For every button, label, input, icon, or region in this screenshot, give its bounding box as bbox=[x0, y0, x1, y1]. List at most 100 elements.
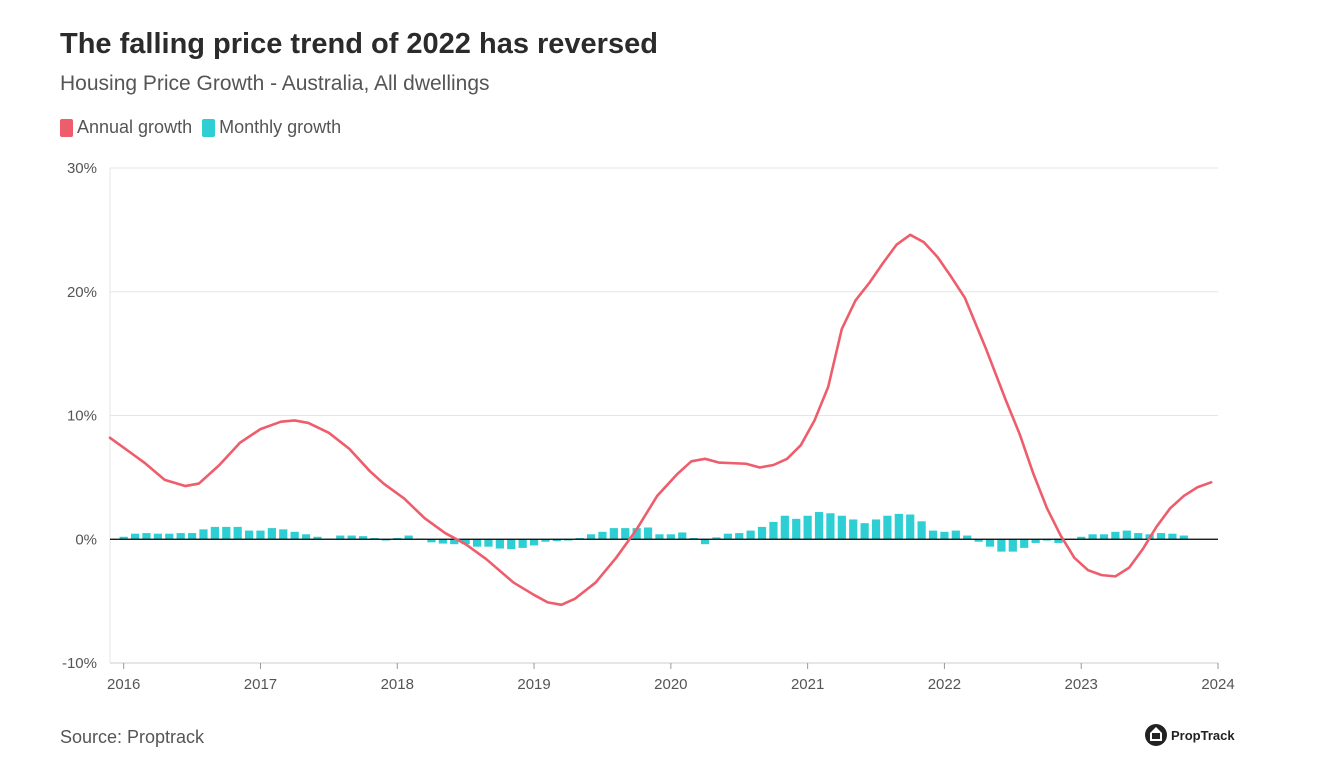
brand-logo[interactable]: PropTrack bbox=[1145, 724, 1235, 746]
monthly-growth-bar bbox=[1031, 539, 1040, 543]
monthly-growth-bar bbox=[176, 533, 185, 540]
monthly-growth-bar bbox=[780, 515, 789, 540]
monthly-growth-bar bbox=[735, 533, 744, 540]
monthly-growth-bar bbox=[792, 518, 801, 540]
monthly-growth-bar bbox=[427, 539, 436, 543]
monthly-growth-bar bbox=[883, 515, 892, 540]
monthly-growth-bar bbox=[210, 526, 219, 540]
monthly-growth-bar bbox=[928, 530, 938, 540]
house-icon bbox=[1145, 724, 1167, 746]
monthly-growth-bar bbox=[142, 533, 151, 540]
monthly-growth-bar bbox=[1111, 531, 1120, 540]
monthly-growth-bar bbox=[1020, 539, 1029, 548]
legend-item-annual[interactable]: Annual growth bbox=[60, 117, 192, 138]
monthly-growth-bar bbox=[1156, 533, 1166, 540]
monthly-growth-bar bbox=[472, 539, 482, 547]
source-note: Source: Proptrack bbox=[60, 727, 205, 747]
monthly-growth-bar bbox=[757, 526, 767, 540]
monthly-growth-bar bbox=[974, 539, 983, 542]
x-tick-label: 2021 bbox=[791, 676, 824, 693]
brand-name: PropTrack bbox=[1171, 727, 1235, 743]
monthly-growth-bar bbox=[940, 531, 949, 540]
x-tick-label: 2020 bbox=[654, 676, 687, 693]
legend-item-monthly[interactable]: Monthly growth bbox=[202, 117, 341, 138]
monthly-growth-bar bbox=[119, 536, 128, 540]
y-tick-label: 10% bbox=[67, 408, 97, 425]
monthly-growth-bar bbox=[393, 538, 402, 540]
monthly-growth-bar bbox=[621, 528, 630, 540]
monthly-growth-bar bbox=[484, 539, 493, 547]
monthly-growth-bar bbox=[723, 533, 732, 540]
monthly-growth-bar bbox=[222, 526, 231, 540]
legend-label-annual: Annual growth bbox=[77, 117, 193, 137]
monthly-growth-bar bbox=[358, 536, 368, 540]
monthly-growth-bar bbox=[894, 513, 903, 540]
y-tick-label: 20% bbox=[67, 284, 97, 301]
monthly-growth-bar bbox=[564, 539, 573, 541]
monthly-growth-bar bbox=[575, 538, 584, 540]
legend-label-monthly: Monthly growth bbox=[219, 117, 342, 137]
monthly-growth-bar bbox=[871, 519, 881, 540]
monthly-growth-bar bbox=[643, 527, 653, 540]
x-tick-label: 2018 bbox=[381, 676, 414, 693]
monthly-growth-bar bbox=[860, 523, 869, 540]
monthly-growth-bar bbox=[803, 515, 812, 540]
monthly-growth-bar bbox=[997, 539, 1006, 552]
monthly-growth-bar bbox=[233, 526, 242, 540]
monthly-growth-bar bbox=[518, 539, 527, 548]
monthly-growth-bar bbox=[678, 532, 687, 540]
chart-subtitle: Housing Price Growth - Australia, All dw… bbox=[60, 72, 490, 95]
monthly-growth-bar bbox=[552, 539, 561, 542]
monthly-growth-bar bbox=[347, 535, 356, 540]
monthly-growth-bar bbox=[598, 531, 607, 540]
monthly-growth-bar bbox=[906, 514, 915, 540]
x-tick-label: 2022 bbox=[928, 676, 961, 693]
x-tick-label: 2019 bbox=[517, 676, 550, 693]
y-tick-label: 0% bbox=[75, 531, 97, 548]
monthly-growth-bar bbox=[985, 539, 995, 547]
x-tick-label: 2016 bbox=[107, 676, 140, 693]
legend-swatch-annual bbox=[60, 118, 73, 137]
monthly-growth-bar bbox=[689, 538, 698, 540]
monthly-growth-bar bbox=[746, 530, 755, 540]
annual-growth-line bbox=[108, 233, 1213, 607]
monthly-growth-bar bbox=[849, 519, 858, 540]
monthly-growth-bar bbox=[541, 539, 550, 542]
monthly-growth-bar bbox=[279, 529, 288, 540]
monthly-growth-bar bbox=[256, 530, 265, 540]
monthly-growth-bar bbox=[529, 539, 539, 546]
monthly-growth-bar bbox=[917, 521, 926, 540]
chart-title: The falling price trend of 2022 has reve… bbox=[60, 28, 658, 60]
monthly-growth-bar bbox=[1042, 539, 1052, 541]
y-tick-label: -10% bbox=[62, 655, 97, 672]
monthly-growth-bar bbox=[837, 515, 846, 540]
monthly-growth-bar bbox=[404, 535, 413, 540]
monthly-growth-bar bbox=[267, 528, 276, 540]
monthly-growth-bar bbox=[769, 521, 778, 540]
monthly-growth-bar bbox=[1099, 534, 1109, 540]
x-tick-label: 2023 bbox=[1065, 676, 1098, 693]
chart-legend: Annual growth Monthly growth bbox=[60, 117, 341, 138]
monthly-growth-bar bbox=[1008, 539, 1017, 552]
monthly-growth-bar bbox=[313, 536, 322, 540]
monthly-growth-bar bbox=[438, 539, 447, 544]
monthly-growth-bar bbox=[609, 528, 618, 540]
monthly-growth-bar bbox=[951, 530, 960, 540]
monthly-growth-bar bbox=[199, 529, 208, 540]
monthly-growth-bar bbox=[1134, 533, 1143, 540]
monthly-growth-bar bbox=[507, 539, 516, 550]
monthly-growth-bar bbox=[712, 537, 721, 540]
monthly-growth-bar bbox=[1179, 535, 1188, 540]
monthly-growth-bar bbox=[165, 533, 174, 540]
monthly-growth-bar bbox=[655, 534, 664, 540]
monthly-growth-bar bbox=[632, 528, 641, 540]
monthly-growth-bar bbox=[130, 533, 140, 540]
monthly-growth-bar bbox=[381, 539, 390, 541]
monthly-growth-bar bbox=[153, 533, 162, 540]
monthly-growth-bar bbox=[1088, 534, 1097, 540]
monthly-growth-bar bbox=[826, 513, 835, 540]
monthly-growth-bar bbox=[495, 539, 504, 549]
monthly-growth-bar bbox=[700, 539, 710, 545]
legend-swatch-monthly bbox=[202, 118, 216, 137]
monthly-growth-bar bbox=[1168, 533, 1177, 540]
